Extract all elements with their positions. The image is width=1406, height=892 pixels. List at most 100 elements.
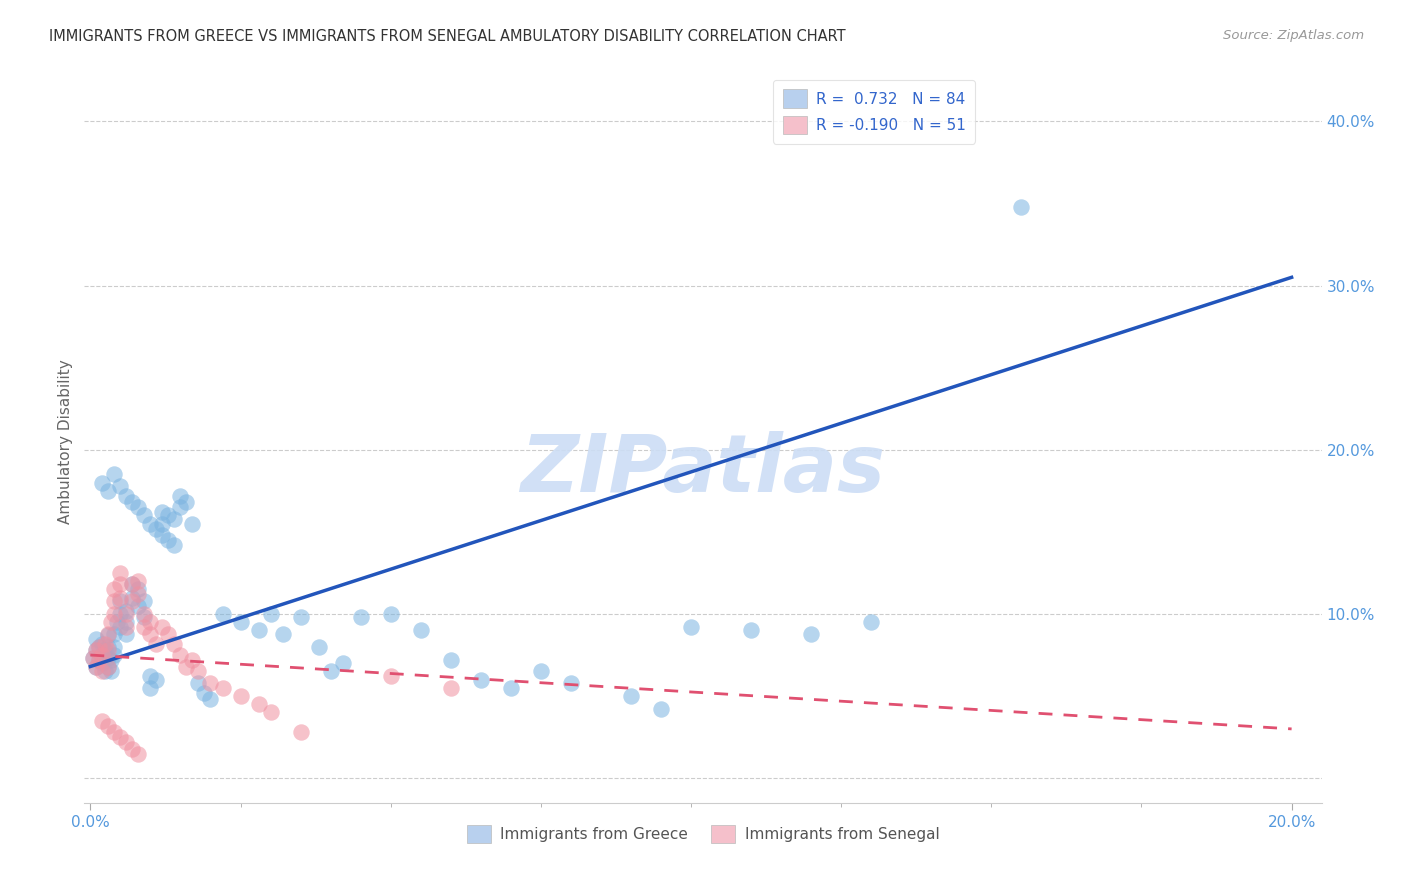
Point	[176, 659, 198, 673]
Point	[121, 577, 143, 591]
Point	[103, 594, 125, 608]
Point	[308, 640, 330, 654]
Point	[139, 669, 162, 683]
Point	[134, 508, 156, 523]
Point	[110, 591, 132, 605]
Point	[229, 689, 252, 703]
Point	[91, 636, 114, 650]
Point	[152, 505, 174, 519]
Point	[86, 632, 108, 646]
Point	[134, 620, 156, 634]
Point	[121, 594, 143, 608]
Point	[290, 725, 312, 739]
Point	[332, 657, 354, 671]
Point	[259, 706, 281, 720]
Point	[127, 500, 149, 515]
Point	[115, 607, 138, 621]
Point	[91, 714, 114, 728]
Point	[1010, 200, 1032, 214]
Text: ZIPatlas: ZIPatlas	[520, 432, 886, 509]
Point	[115, 735, 138, 749]
Point	[200, 692, 222, 706]
Point	[115, 620, 138, 634]
Point	[97, 640, 120, 654]
Point	[259, 607, 281, 621]
Point	[169, 489, 191, 503]
Point	[139, 615, 162, 630]
Point	[247, 698, 270, 712]
Point	[121, 577, 143, 591]
Point	[94, 643, 117, 657]
Point	[134, 610, 156, 624]
Point	[211, 607, 233, 621]
Point	[163, 538, 186, 552]
Point	[127, 599, 149, 613]
Point	[115, 604, 138, 618]
Point	[94, 636, 117, 650]
Point	[211, 681, 233, 695]
Point	[86, 643, 108, 657]
Point	[110, 730, 132, 744]
Point	[100, 665, 122, 679]
Point	[139, 681, 162, 695]
Point	[115, 615, 138, 630]
Point	[145, 636, 167, 650]
Point	[103, 626, 125, 640]
Point	[152, 516, 174, 531]
Point	[97, 659, 120, 673]
Point	[94, 665, 117, 679]
Point	[110, 479, 132, 493]
Point	[181, 653, 204, 667]
Point	[620, 689, 643, 703]
Point	[121, 741, 143, 756]
Point	[115, 489, 138, 503]
Point	[97, 718, 120, 732]
Point	[127, 747, 149, 761]
Point	[157, 508, 180, 523]
Point	[229, 615, 252, 630]
Point	[740, 624, 762, 638]
Point	[247, 624, 270, 638]
Point	[157, 626, 180, 640]
Legend: Immigrants from Greece, Immigrants from Senegal: Immigrants from Greece, Immigrants from …	[461, 819, 945, 849]
Point	[152, 620, 174, 634]
Point	[115, 626, 138, 640]
Point	[157, 533, 180, 547]
Point	[145, 522, 167, 536]
Point	[86, 643, 108, 657]
Point	[350, 610, 373, 624]
Point	[380, 607, 402, 621]
Point	[100, 653, 122, 667]
Point	[181, 516, 204, 531]
Point	[97, 483, 120, 498]
Point	[86, 659, 108, 673]
Point	[800, 626, 823, 640]
Point	[860, 615, 883, 630]
Point	[187, 665, 209, 679]
Point	[200, 676, 222, 690]
Point	[105, 615, 128, 630]
Point	[127, 574, 149, 588]
Point	[97, 659, 120, 673]
Point	[110, 607, 132, 621]
Point	[271, 626, 294, 640]
Point	[100, 615, 122, 630]
Point	[560, 676, 582, 690]
Point	[110, 594, 132, 608]
Point	[169, 500, 191, 515]
Point	[121, 591, 143, 605]
Point	[470, 673, 492, 687]
Text: Source: ZipAtlas.com: Source: ZipAtlas.com	[1223, 29, 1364, 43]
Point	[152, 528, 174, 542]
Point	[89, 653, 111, 667]
Point	[319, 665, 342, 679]
Point	[440, 681, 463, 695]
Point	[134, 607, 156, 621]
Point	[121, 495, 143, 509]
Point	[82, 651, 104, 665]
Point	[110, 566, 132, 580]
Text: IMMIGRANTS FROM GREECE VS IMMIGRANTS FROM SENEGAL AMBULATORY DISABILITY CORRELAT: IMMIGRANTS FROM GREECE VS IMMIGRANTS FRO…	[49, 29, 846, 45]
Point	[91, 648, 114, 662]
Point	[169, 648, 191, 662]
Point	[86, 659, 108, 673]
